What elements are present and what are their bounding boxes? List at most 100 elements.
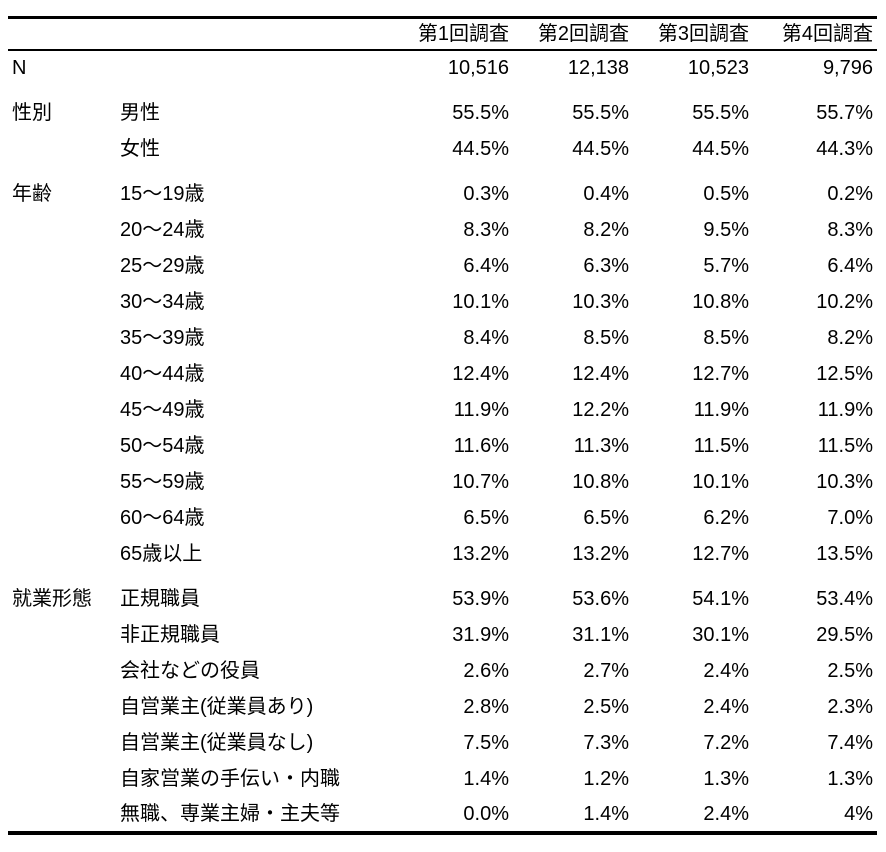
value-cell: 8.3% (827, 218, 873, 241)
column-header-survey-4: 第4回調査 (753, 17, 877, 51)
row-label-cell: 自営業主(従業員あり) (120, 695, 314, 718)
value-cell: 2.8% (463, 695, 509, 718)
row-label-cell: 30〜34歳 (120, 290, 205, 313)
value-cell: 10.2% (816, 290, 873, 313)
value-cell: 11.9% (453, 398, 509, 421)
value-cell: 0.4% (583, 182, 629, 205)
value-cell: 6.4% (827, 254, 873, 277)
value-cell: 6.5% (463, 506, 509, 529)
value-cell: 2.4% (703, 802, 749, 825)
value-cell: 10,523 (687, 57, 749, 79)
table-row: 会社などの役員 2.6% 2.7% 2.4% 2.5% (8, 653, 877, 689)
value-cell: 0.2% (827, 182, 873, 205)
value-cell: 53.4% (816, 587, 873, 610)
row-label-cell: 正規職員 (120, 587, 200, 610)
value-cell: 44.3% (816, 137, 873, 160)
value-cell: 12.7% (692, 362, 749, 385)
value-cell: 31.1% (572, 623, 629, 646)
value-cell: 12.4% (452, 362, 509, 385)
value-cell: 1.3% (703, 767, 749, 790)
value-cell: 2.6% (463, 659, 509, 682)
value-cell: 11.6% (453, 434, 509, 457)
table-row: 25〜29歳 6.4% 6.3% 5.7% 6.4% (8, 248, 877, 284)
value-cell: 8.4% (463, 326, 509, 349)
table-row: 非正規職員 31.9% 31.1% 30.1% 29.5% (8, 617, 877, 653)
row-label-cell (120, 50, 393, 86)
value-cell: 55.5% (452, 101, 509, 124)
value-cell: 2.4% (703, 659, 749, 682)
row-label-cell: 無職、専業主婦・主夫等 (120, 802, 340, 825)
value-cell: 31.9% (452, 623, 509, 646)
table-row: 年齢 15〜19歳 0.3% 0.4% 0.5% 0.2% (8, 167, 877, 212)
value-cell: 2.5% (583, 695, 629, 718)
row-label-cell: 60〜64歳 (120, 506, 205, 529)
table-row: 30〜34歳 10.1% 10.3% 10.8% 10.2% (8, 284, 877, 320)
value-cell: 11.5% (693, 434, 749, 457)
value-cell: 7.3% (583, 731, 629, 754)
category-cell: 年齢 (12, 182, 52, 205)
value-cell: 44.5% (452, 137, 509, 160)
category-cell (8, 356, 120, 392)
category-cell (8, 212, 120, 248)
value-cell: 2.3% (827, 695, 873, 718)
table-row: 20〜24歳 8.3% 8.2% 9.5% 8.3% (8, 212, 877, 248)
value-cell: 12.4% (572, 362, 629, 385)
value-cell: 55.5% (572, 101, 629, 124)
column-header-survey-1: 第1回調査 (393, 17, 513, 51)
value-cell: 8.2% (827, 326, 873, 349)
table-row: 自営業主(従業員あり) 2.8% 2.5% 2.4% 2.3% (8, 689, 877, 725)
value-cell: 11.9% (817, 398, 873, 421)
value-cell: 8.2% (583, 218, 629, 241)
category-cell (8, 464, 120, 500)
category-cell (8, 689, 120, 725)
row-label-cell: 55〜59歳 (120, 470, 205, 493)
header-row: 第1回調査 第2回調査 第3回調査 第4回調査 (8, 17, 877, 51)
table-row: 45〜49歳 11.9% 12.2% 11.9% 11.9% (8, 392, 877, 428)
value-cell: 9.5% (703, 218, 749, 241)
value-cell: 8.3% (463, 218, 509, 241)
value-cell: 30.1% (692, 623, 749, 646)
value-cell: 8.5% (583, 326, 629, 349)
value-cell: 1.4% (583, 802, 629, 825)
category-cell (8, 428, 120, 464)
value-cell: 2.4% (703, 695, 749, 718)
category-cell (8, 392, 120, 428)
category-cell (8, 500, 120, 536)
value-cell: 2.5% (827, 659, 873, 682)
value-cell: 44.5% (692, 137, 749, 160)
value-cell: 53.6% (572, 587, 629, 610)
category-cell (8, 797, 120, 833)
value-cell: 2.7% (583, 659, 629, 682)
table-row: 65歳以上 13.2% 13.2% 12.7% 13.5% (8, 536, 877, 572)
category-cell (8, 284, 120, 320)
category-cell (8, 617, 120, 653)
value-cell: 6.2% (703, 506, 749, 529)
header-spacer-category (8, 17, 120, 51)
row-label-cell: 自家営業の手伝い・内職 (120, 767, 340, 790)
value-cell: 13.2% (452, 542, 509, 565)
value-cell: 11.9% (693, 398, 749, 421)
row-label-cell: 非正規職員 (120, 623, 220, 646)
value-cell: 0.5% (703, 182, 749, 205)
value-cell: 9,796 (822, 57, 873, 79)
value-cell: 10.1% (452, 290, 509, 313)
value-cell: 11.3% (573, 434, 629, 457)
value-cell: 6.3% (583, 254, 629, 277)
table-header: 第1回調査 第2回調査 第3回調査 第4回調査 (8, 17, 877, 51)
table-row: 50〜54歳 11.6% 11.3% 11.5% 11.5% (8, 428, 877, 464)
table-row: 性別 男性 55.5% 55.5% 55.5% 55.7% (8, 86, 877, 131)
value-cell: 12,138 (567, 57, 629, 79)
value-cell: 7.4% (827, 731, 873, 754)
category-cell (8, 761, 120, 797)
category-cell (8, 248, 120, 284)
category-cell (8, 131, 120, 167)
column-header-survey-2: 第2回調査 (513, 17, 633, 51)
value-cell: 44.5% (572, 137, 629, 160)
value-cell: 1.3% (827, 767, 873, 790)
value-cell: 10,516 (447, 57, 509, 79)
category-cell: 性別 (12, 101, 52, 124)
value-cell: 11.5% (817, 434, 873, 457)
category-cell (8, 320, 120, 356)
table-row: 55〜59歳 10.7% 10.8% 10.1% 10.3% (8, 464, 877, 500)
